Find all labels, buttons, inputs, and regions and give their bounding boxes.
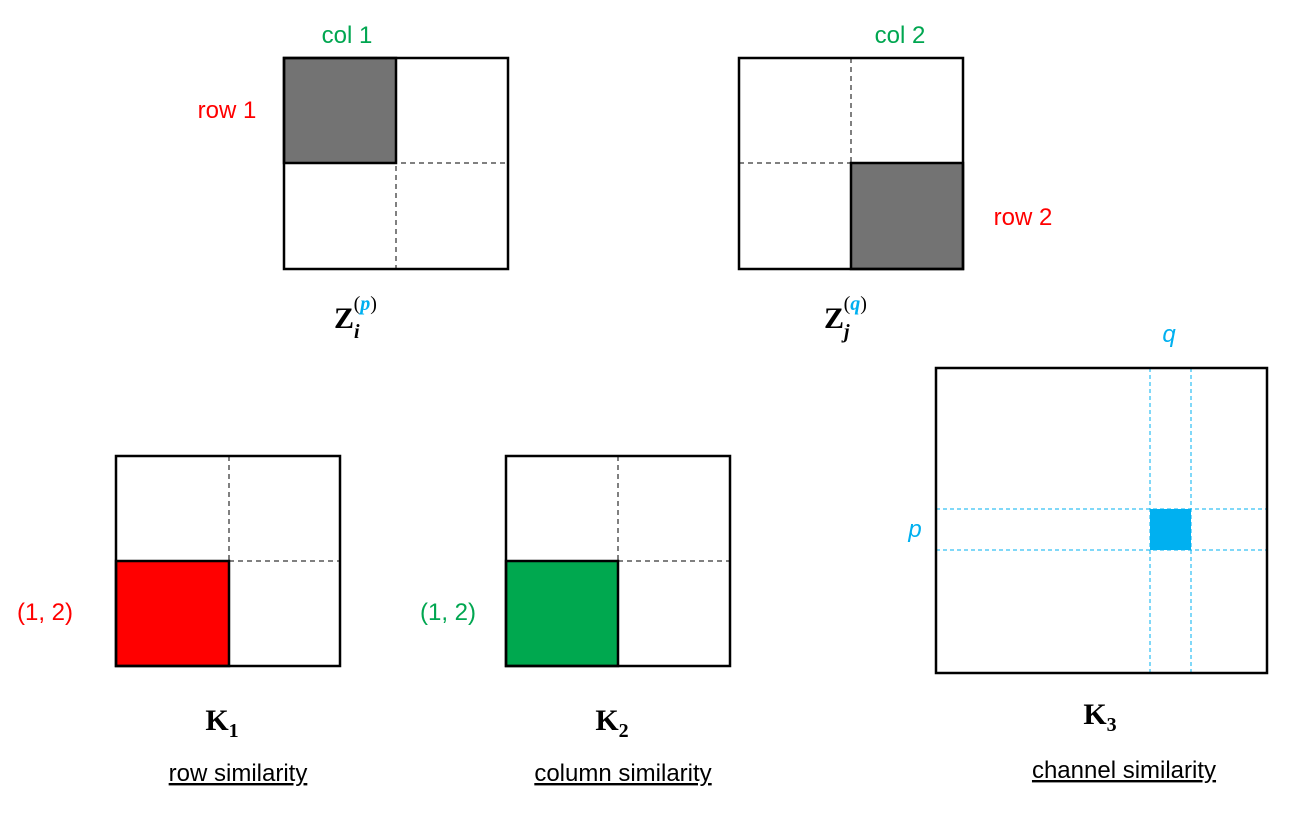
kernel-name: K1 <box>205 704 238 742</box>
row-label: row 2 <box>994 204 1053 231</box>
selected-cell <box>1150 509 1191 550</box>
base: Z <box>824 302 844 335</box>
index-label: (1, 2) <box>420 599 476 626</box>
matrix-box <box>114 454 342 668</box>
sub: 2 <box>619 720 629 742</box>
matrix-name: Zi (p) <box>334 293 377 343</box>
base: K <box>1083 698 1107 731</box>
row-label: row 1 <box>198 97 257 124</box>
matrix-name: Zj (q) <box>824 293 867 343</box>
base: Z <box>334 302 354 335</box>
kernel-name: K2 <box>595 704 628 742</box>
sup: ( <box>354 293 361 315</box>
base: K <box>595 704 619 737</box>
sup: ( <box>844 293 851 315</box>
caption: channel similarity <box>1032 757 1216 784</box>
sub: i <box>354 321 360 343</box>
sup: q <box>850 293 860 315</box>
col-label: col 2 <box>875 22 926 49</box>
col-label: q <box>1162 321 1176 348</box>
row-label: p <box>907 516 921 543</box>
sup: p <box>358 293 370 315</box>
sub: 3 <box>1107 714 1117 736</box>
sub: 1 <box>229 720 239 742</box>
base: K <box>205 704 229 737</box>
matrix-box <box>737 56 965 271</box>
sup: ) <box>370 293 377 315</box>
matrix-box <box>504 454 732 668</box>
matrix-box <box>934 366 1269 675</box>
selected-cell <box>851 163 963 269</box>
selected-cell <box>504 559 620 668</box>
index-label: (1, 2) <box>17 599 73 626</box>
sup: ) <box>860 293 867 315</box>
selected-cell <box>284 58 396 163</box>
caption: row similarity <box>169 760 308 787</box>
kernel-name: K3 <box>1083 698 1116 736</box>
col-label: col 1 <box>322 22 373 49</box>
matrix-box <box>282 56 510 271</box>
selected-cell <box>114 559 231 668</box>
caption: column similarity <box>534 760 711 787</box>
sub: j <box>841 321 850 343</box>
